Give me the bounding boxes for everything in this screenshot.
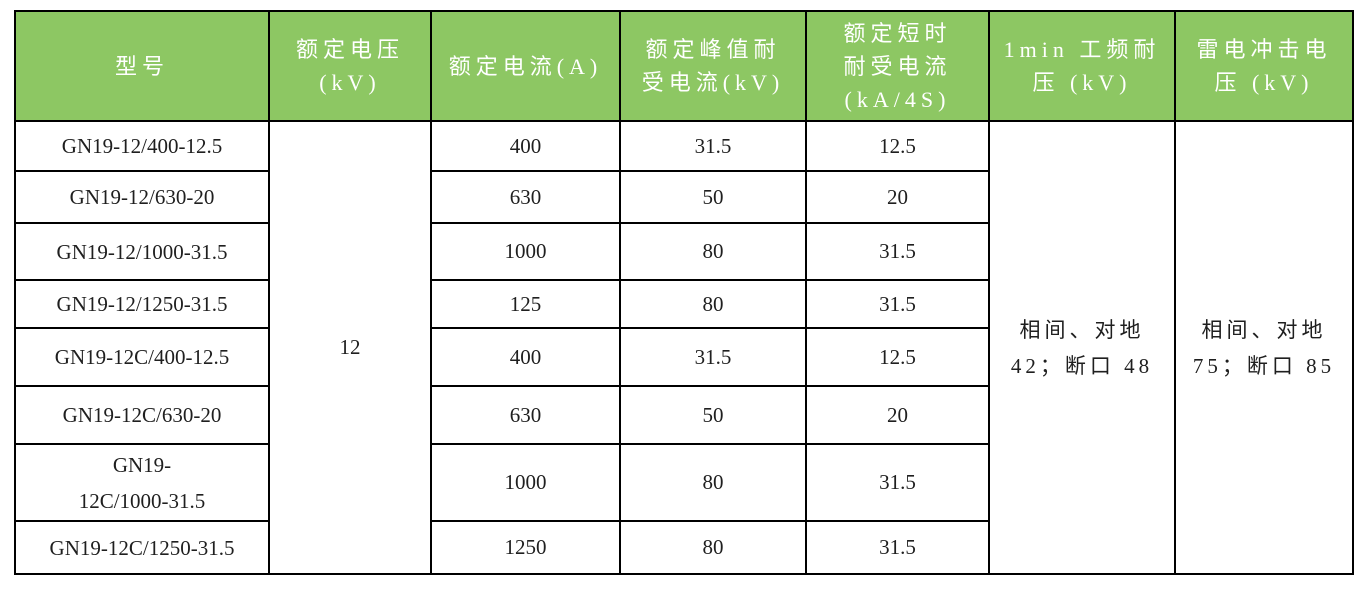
peak-withstand-current-cell: 50 — [619, 170, 807, 224]
peak-withstand-current-cell: 80 — [619, 279, 807, 329]
table-row: GN19-12C/400-12.5 400 31.5 12.5 — [14, 327, 1353, 387]
table-row: GN19-12/400-12.5 12 400 31.5 12.5 相间、对地 42；断口 … — [14, 120, 1354, 575]
short-time-withstand-current-cell: 31.5 — [805, 520, 990, 575]
col-header-short-time-withstand-current: 额定短时耐受电流 (kA/4S) — [805, 10, 990, 122]
header-label-line: 受电流(kV) — [641, 70, 785, 95]
model-line: GN19-12/400-12.5 — [61, 134, 223, 158]
model-cell: GN19- 12C/1000-31.5 — [14, 443, 270, 522]
header-label-line: 耐受电流 — [843, 53, 952, 79]
rated-current-cell: 630 — [430, 385, 621, 445]
col-header-peak-withstand-current: 额定峰值耐受电流(kV) — [619, 10, 807, 122]
model-line: GN19-12/1250-31.5 — [56, 292, 228, 316]
model-line: GN19-12/1000-31.5 — [56, 239, 228, 264]
model-line: 12C/1000-31.5 — [78, 488, 206, 513]
short-time-withstand-current-cell: 12.5 — [805, 120, 990, 172]
model-cell: GN19-12C/400-12.5 — [14, 327, 270, 387]
short-time-withstand-current-cell: 31.5 — [805, 443, 990, 522]
power-frequency-withstand-merged-cell: 相间、对地 42；断口 48 — [988, 120, 1176, 575]
rated-current-cell: 1000 — [430, 443, 621, 522]
rated-current-cell: 400 — [430, 120, 621, 172]
peak-withstand-current-cell: 31.5 — [619, 327, 807, 387]
rated-current-cell: 1250 — [430, 520, 621, 575]
header-label-line: (kA/4S) — [844, 86, 951, 112]
rated-current-cell: 125 — [430, 279, 621, 329]
short-time-withstand-current-cell: 20 — [805, 385, 990, 445]
rated-current-cell: 1000 — [430, 222, 621, 281]
col-header-rated-voltage: 额定电压 (kV) — [268, 10, 432, 122]
model-line: GN19-12C/400-12.5 — [54, 345, 230, 369]
header-label-line: 压 (kV) — [1032, 70, 1132, 95]
peak-withstand-current-cell: 80 — [619, 443, 807, 522]
col-header-model: 型号 — [14, 10, 270, 122]
header-label-line: 额定电流(A) — [448, 53, 603, 79]
model-cell: GN19-12/400-12.5 — [14, 120, 270, 172]
short-time-withstand-current-cell: 31.5 — [805, 222, 990, 281]
table-row: GN19-12/1250-31.5 125 80 31.5 — [14, 279, 1353, 329]
table-row: GN19-12C/630-20 630 50 20 — [14, 385, 1353, 445]
table-row: GN19-12/1000-31.5 1000 80 31.5 — [14, 222, 1353, 281]
merged-text-line: 42；断口 48 — [1010, 353, 1154, 378]
model-cell: GN19-12/1250-31.5 — [14, 279, 270, 329]
header-label-line: 额定短时 — [843, 20, 952, 46]
merged-text-line: 相间、对地 — [1201, 317, 1327, 342]
spec-table: 型号 额定电压 (kV) 额定电流(A) 额定峰值耐受电流(kV) 额定短时耐受电流 (kA… — [14, 10, 1354, 575]
short-time-withstand-current-cell: 31.5 — [805, 279, 990, 329]
model-cell: GN19-12C/1250-31.5 — [14, 520, 270, 575]
model-line: GN19-12C/1250-31.5 — [49, 535, 235, 560]
header-label-line: (kV) — [319, 70, 381, 95]
model-line: GN19-12/630-20 — [69, 185, 215, 209]
header-label-line: 雷电冲击电 — [1196, 37, 1332, 62]
peak-withstand-current-cell: 50 — [619, 385, 807, 445]
lightning-impulse-merged-cell: 相间、对地 75；断口 85 — [1174, 120, 1354, 575]
header-label-line: 额定电压 — [295, 37, 404, 62]
peak-withstand-current-cell: 80 — [619, 222, 807, 281]
table-row: GN19- 12C/1000-31.5 1000 80 31.5 — [14, 443, 1353, 522]
table-row: GN19-12/630-20 630 50 20 — [14, 170, 1353, 224]
short-time-withstand-current-cell: 20 — [805, 170, 990, 224]
model-cell: GN19-12/630-20 — [14, 170, 270, 224]
rated-current-cell: 630 — [430, 170, 621, 224]
rated-current-cell: 400 — [430, 327, 621, 387]
peak-withstand-current-cell: 80 — [619, 520, 807, 575]
header-label-line: 压 (kV) — [1214, 70, 1314, 95]
header-label-line: 型号 — [114, 53, 169, 79]
table-row: GN19-12C/1250-31.5 1250 80 31.5 — [14, 520, 1353, 575]
peak-withstand-current-cell: 31.5 — [619, 120, 807, 172]
header-label-line: 额定峰值耐 — [645, 37, 781, 62]
model-cell: GN19-12C/630-20 — [14, 385, 270, 445]
header-label-line: 1min 工频耐 — [1003, 37, 1161, 62]
col-header-lightning-impulse-voltage: 雷电冲击电压 (kV) — [1174, 10, 1354, 122]
col-header-power-frequency-withstand-voltage: 1min 工频耐压 (kV) — [988, 10, 1176, 122]
header-row: 型号 额定电压 (kV) 额定电流(A) 额定峰值耐受电流(kV) 额定短时耐受电流 (kA… — [14, 10, 1354, 122]
merged-text-line: 75；断口 85 — [1192, 353, 1336, 378]
merged-text-line: 相间、对地 — [1019, 317, 1145, 342]
model-line: GN19- — [112, 452, 172, 477]
short-time-withstand-current-cell: 12.5 — [805, 327, 990, 387]
col-header-rated-current: 额定电流(A) — [430, 10, 621, 122]
model-cell: GN19-12/1000-31.5 — [14, 222, 270, 281]
model-line: GN19-12C/630-20 — [62, 403, 222, 427]
rated-voltage-merged-cell: 12 — [268, 120, 432, 575]
